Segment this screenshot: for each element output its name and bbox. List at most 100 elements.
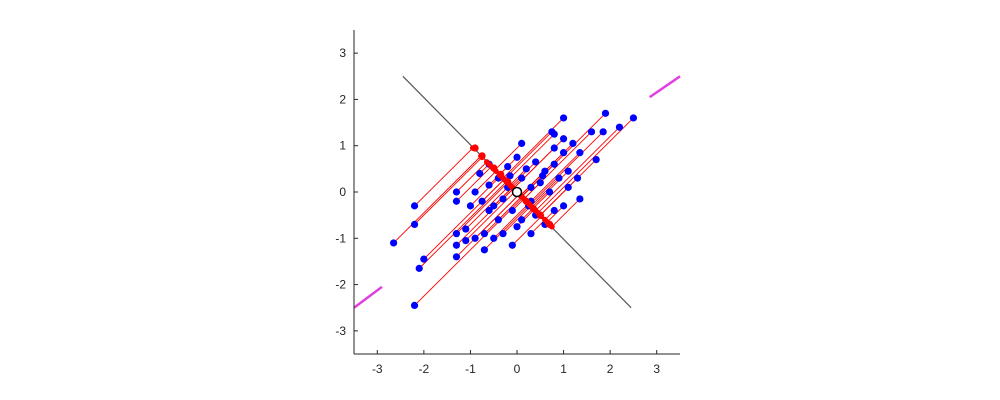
projection-line bbox=[516, 209, 535, 228]
projection-line bbox=[474, 170, 497, 193]
projection-line bbox=[484, 204, 531, 251]
data-point bbox=[420, 255, 428, 263]
data-point bbox=[555, 174, 563, 182]
projection-line bbox=[418, 181, 507, 269]
data-point bbox=[576, 149, 584, 157]
data-point bbox=[527, 230, 535, 238]
data-point bbox=[452, 197, 461, 205]
data-point bbox=[452, 230, 461, 238]
projection-line bbox=[481, 178, 505, 202]
data-point bbox=[576, 195, 584, 203]
data-point bbox=[466, 202, 475, 210]
projected-point bbox=[529, 205, 537, 213]
data-point bbox=[415, 264, 423, 272]
data-point bbox=[471, 188, 479, 196]
y-tick-label: 3 bbox=[339, 46, 346, 60]
projection-line bbox=[456, 166, 492, 202]
x-tick-label: 0 bbox=[514, 362, 521, 376]
y-ticks: -3 -2 -1 0 1 2 3 bbox=[335, 46, 358, 338]
data-point bbox=[546, 188, 554, 196]
projected-point bbox=[546, 220, 554, 228]
data-point bbox=[480, 230, 488, 238]
data-point bbox=[615, 123, 624, 131]
projection-line bbox=[509, 168, 527, 186]
principal-axis bbox=[353, 75, 681, 309]
y-tick-label: 2 bbox=[339, 92, 346, 106]
y-tick-label: -1 bbox=[335, 231, 346, 245]
projection-line bbox=[494, 143, 522, 171]
projection-line bbox=[537, 117, 634, 214]
data-point bbox=[592, 156, 600, 164]
data-point bbox=[410, 202, 419, 210]
projection-line bbox=[456, 182, 509, 234]
mean-marker bbox=[511, 186, 523, 198]
data-point bbox=[504, 162, 512, 171]
data-points bbox=[389, 109, 638, 309]
data-point bbox=[490, 202, 498, 210]
projection-line bbox=[393, 155, 482, 244]
projection-line bbox=[414, 197, 524, 306]
data-point bbox=[513, 153, 521, 161]
data-point bbox=[410, 220, 419, 228]
projected-point bbox=[486, 161, 492, 168]
data-point bbox=[513, 223, 521, 231]
projected-point bbox=[536, 211, 544, 219]
data-point bbox=[559, 135, 568, 143]
projected-point bbox=[504, 178, 512, 186]
data-point bbox=[569, 139, 577, 147]
y-tick-label: 0 bbox=[339, 185, 346, 199]
projection-line bbox=[523, 131, 592, 200]
x-tick-label: 2 bbox=[607, 362, 614, 376]
data-point bbox=[480, 246, 488, 254]
data-point bbox=[389, 239, 398, 247]
principal-axis-segment-1 bbox=[649, 75, 681, 99]
projection-line bbox=[506, 133, 555, 182]
data-point bbox=[587, 128, 596, 136]
projection-line bbox=[470, 175, 502, 207]
projection-line bbox=[465, 190, 517, 241]
data-point bbox=[532, 158, 540, 166]
projection-line bbox=[510, 161, 536, 187]
data-point bbox=[518, 139, 526, 147]
projection-line bbox=[502, 117, 564, 179]
data-point bbox=[506, 172, 514, 180]
data-point bbox=[499, 195, 507, 203]
data-point bbox=[508, 206, 516, 215]
data-point bbox=[508, 241, 516, 249]
projection-line bbox=[414, 156, 483, 225]
y-tick-label: -3 bbox=[335, 324, 346, 338]
data-point bbox=[499, 230, 507, 238]
projection-line bbox=[551, 198, 581, 228]
data-point bbox=[564, 167, 572, 175]
projection-line bbox=[465, 184, 511, 230]
projection-line bbox=[532, 191, 550, 209]
x-tick-label: 1 bbox=[560, 362, 567, 376]
data-point bbox=[478, 197, 486, 205]
projected-point bbox=[471, 144, 479, 152]
data-point bbox=[599, 128, 607, 136]
projection-lines bbox=[393, 112, 634, 306]
projected-point bbox=[522, 197, 530, 205]
x-tick-label: -1 bbox=[465, 362, 476, 376]
x-ticks: -3 -2 -1 0 1 2 3 bbox=[372, 350, 660, 376]
projected-point bbox=[490, 164, 498, 172]
projection-line bbox=[503, 131, 553, 180]
projected-point bbox=[497, 170, 505, 179]
projection-line bbox=[546, 205, 564, 223]
projection-line bbox=[456, 161, 488, 193]
data-point bbox=[522, 165, 530, 173]
data-point bbox=[462, 237, 470, 245]
data-point bbox=[559, 149, 568, 157]
data-point bbox=[452, 253, 461, 261]
projection-line bbox=[493, 203, 529, 239]
data-point bbox=[559, 114, 568, 122]
projection-line bbox=[414, 147, 474, 207]
data-point bbox=[601, 109, 610, 117]
data-point bbox=[485, 181, 493, 189]
data-point bbox=[559, 202, 568, 210]
data-point bbox=[518, 216, 526, 224]
x-tick-label: -3 bbox=[372, 362, 383, 376]
data-point bbox=[410, 301, 419, 309]
projection-line bbox=[502, 205, 532, 234]
